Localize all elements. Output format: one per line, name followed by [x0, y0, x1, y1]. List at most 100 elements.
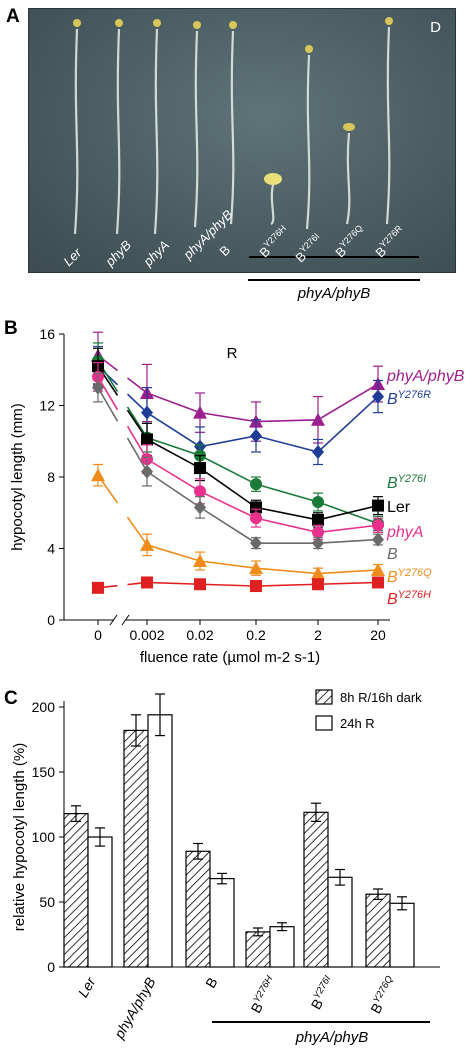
series-Ler — [92, 347, 384, 528]
x-axis-label: fluence rate (µmol m-2 s-1) — [140, 649, 320, 666]
group-label: phyA/phyB — [295, 1029, 369, 1046]
x-tick-label: phyA/phyB — [110, 975, 158, 1043]
x-tick-label: 0 — [94, 627, 102, 643]
bar — [389, 902, 415, 968]
data-point — [372, 576, 384, 589]
cotyledon — [385, 17, 393, 25]
panel-c-letter: C — [4, 688, 18, 709]
bar — [87, 836, 113, 968]
data-point — [193, 554, 207, 568]
cotyledon — [73, 19, 81, 27]
bar — [63, 812, 89, 968]
seedling — [264, 173, 282, 226]
series-line — [127, 377, 148, 394]
legend-label: 8h R/16h dark — [340, 690, 422, 705]
seedling-drawing — [73, 17, 419, 258]
series-BY276I — [92, 342, 384, 532]
y-tick-label: 12 — [39, 398, 55, 414]
data-point — [194, 500, 206, 515]
data-point — [194, 485, 206, 498]
legend-label: 24h R — [340, 716, 375, 731]
bar — [245, 931, 271, 968]
legend-label: BY276R — [387, 389, 431, 408]
seedling — [193, 21, 201, 228]
hypocotyl — [153, 28, 159, 235]
data-point — [372, 519, 384, 532]
data-point — [312, 578, 324, 591]
data-point — [312, 536, 324, 551]
series-line — [146, 470, 379, 544]
panel-b-chart: 0 4 8 12 16 0 0.002 0.02 0.2 2 20 fluence rate (µmo… — [9, 326, 465, 666]
data-point — [372, 389, 384, 404]
seedling — [343, 123, 355, 225]
axis-break-mark — [109, 614, 118, 626]
data-point — [312, 513, 324, 526]
series-line — [126, 425, 148, 460]
data-point — [312, 526, 324, 539]
series-line — [146, 581, 379, 587]
bar — [365, 893, 391, 968]
data-point — [141, 405, 153, 420]
x-tick-label: 0.02 — [186, 627, 213, 643]
data-point — [250, 478, 262, 491]
y-tick-label: 100 — [32, 829, 56, 845]
data-point — [250, 501, 262, 514]
series-line — [97, 387, 119, 422]
y-tick-label: 0 — [47, 612, 55, 628]
legend-label: BY276H — [387, 589, 431, 608]
legend-label: B — [387, 546, 398, 563]
data-point — [312, 496, 324, 509]
hypocotyl — [193, 30, 199, 228]
panel-b-letter: B — [4, 318, 18, 339]
hypocotyl — [73, 28, 79, 235]
bar — [209, 877, 235, 968]
data-point — [193, 405, 207, 419]
data-point — [250, 428, 262, 443]
axis-break-mark — [121, 614, 130, 626]
x-tick-label: BY276H — [247, 974, 281, 1016]
series-line — [126, 437, 148, 473]
data-point — [91, 468, 105, 482]
series-line — [146, 383, 379, 423]
cotyledon — [229, 21, 237, 29]
legend-swatch — [315, 689, 333, 705]
y-tick-label: 8 — [47, 469, 55, 485]
hypocotyl — [305, 54, 311, 230]
hypocotyl — [115, 28, 121, 235]
hypocotyl — [229, 30, 235, 225]
chart-title: R — [227, 345, 238, 362]
seedling — [115, 19, 123, 235]
data-point — [194, 578, 206, 591]
data-point — [140, 537, 154, 551]
x-tick-label: 20 — [370, 627, 386, 643]
y-tick-label: 50 — [39, 894, 55, 910]
cotyledon — [305, 45, 313, 53]
hypocotyl — [385, 26, 391, 225]
data-point — [141, 464, 153, 479]
panel-c-chart: 0 50 100 150 200 relative hypocotyl length (%… — [11, 689, 440, 1046]
data-point — [250, 536, 262, 551]
y-axis-label: relative hypocotyl length (%) — [11, 743, 28, 931]
hypocotyl — [345, 132, 351, 225]
bar — [303, 811, 329, 968]
x-tick-label: 2 — [314, 627, 322, 643]
photo-group-label: phyA/phyB — [297, 285, 371, 302]
bar — [123, 729, 149, 968]
x-tick-label: 0.002 — [129, 627, 164, 643]
x-tick-label: Ler — [75, 973, 100, 1000]
legend-label: BY276Q — [387, 567, 432, 586]
panel-a-letter: A — [6, 6, 20, 27]
seedling — [229, 21, 237, 225]
data-point — [194, 462, 206, 475]
series-BY276H — [92, 576, 384, 594]
data-point — [92, 581, 104, 594]
data-point — [311, 566, 325, 580]
cotyledon — [193, 21, 201, 29]
data-point — [249, 561, 263, 575]
bar — [185, 850, 211, 968]
y-tick-label: 150 — [32, 764, 56, 780]
series-line — [126, 516, 148, 546]
series-line — [146, 544, 379, 575]
cotyledon — [343, 123, 355, 131]
seedling-photo: D Ler phyB phyA phyA/phyB B BY276H BY276I BY276… — [28, 8, 456, 273]
